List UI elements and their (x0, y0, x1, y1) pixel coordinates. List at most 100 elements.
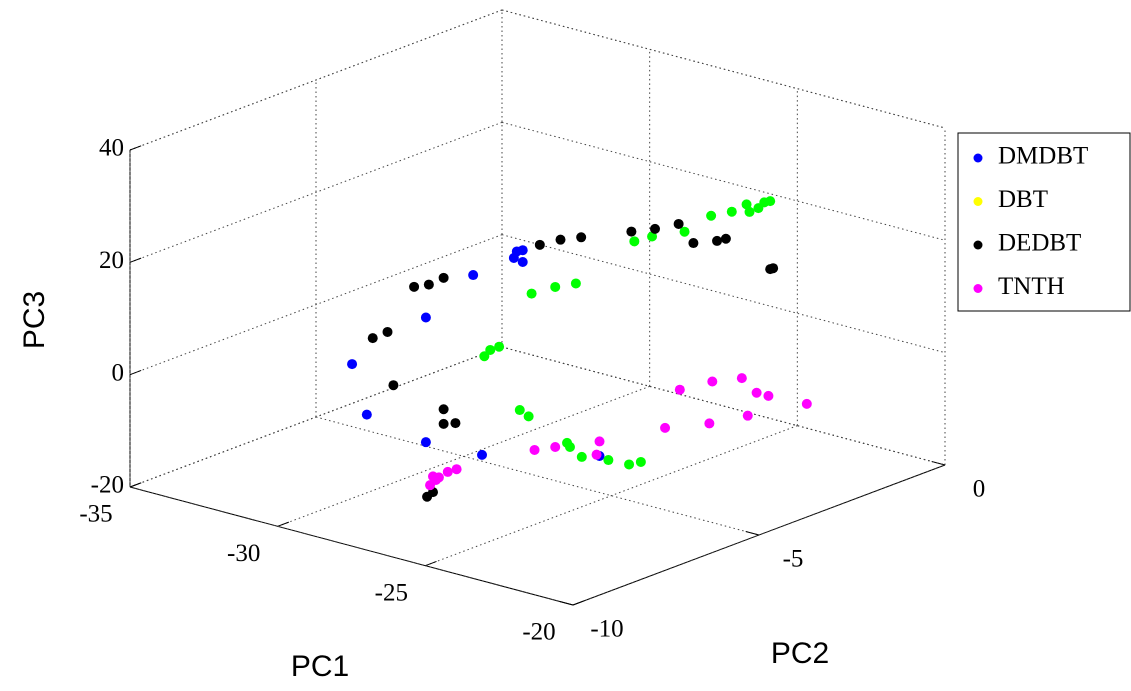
legend-marker (973, 153, 983, 163)
point (741, 199, 752, 210)
x-tick-label: -35 (79, 501, 112, 528)
legend-label: DMDBT (998, 143, 1088, 170)
x-tick-label: -20 (522, 619, 555, 646)
grid-line (315, 416, 760, 536)
legend-label: DBT (998, 186, 1048, 213)
point (425, 480, 436, 491)
point (420, 312, 431, 323)
point (450, 418, 461, 429)
point (485, 344, 496, 355)
tick-mark (745, 530, 760, 536)
point (712, 235, 723, 246)
point (603, 455, 614, 466)
legend-marker (973, 240, 983, 250)
point (423, 279, 434, 290)
z-tick-label: 0 (112, 359, 125, 386)
point (688, 238, 699, 249)
point (650, 223, 661, 234)
point (361, 409, 372, 420)
tick-mark (129, 145, 142, 151)
z-tick-label: 40 (99, 135, 124, 162)
point (477, 449, 488, 460)
point (494, 341, 505, 352)
point (591, 449, 602, 460)
point (564, 442, 575, 453)
point (523, 411, 534, 422)
legend-label: TNTH (998, 273, 1065, 300)
point (674, 384, 685, 395)
point (768, 263, 779, 274)
z-tick-label: -20 (91, 472, 124, 499)
point (635, 456, 646, 467)
y-axis-title: PC2 (771, 637, 829, 670)
point (409, 281, 420, 292)
point (629, 236, 640, 247)
point (433, 472, 444, 483)
point (347, 359, 358, 370)
point (576, 232, 587, 243)
legend-marker (973, 284, 983, 293)
point (726, 206, 737, 217)
point (438, 418, 449, 429)
legend-label: DEDBT (998, 230, 1081, 257)
point (468, 270, 479, 281)
point (673, 218, 684, 229)
grid-line (129, 9, 503, 151)
point (438, 272, 449, 283)
point (706, 210, 717, 221)
z-axis-title: PC3 (18, 291, 51, 349)
point (704, 418, 715, 429)
point (594, 436, 605, 447)
z-tick-label: 20 (99, 247, 124, 274)
point (451, 464, 462, 475)
tick-mark (129, 369, 142, 376)
grid-line (129, 121, 503, 263)
x-tick-label: -25 (375, 579, 408, 606)
point (534, 239, 545, 250)
tick-mark (559, 600, 574, 606)
point (576, 451, 587, 462)
point (479, 351, 490, 362)
point (707, 376, 718, 387)
tick-mark (129, 482, 142, 488)
point (517, 245, 528, 256)
point (660, 422, 671, 433)
x-axis-title: PC1 (291, 650, 349, 683)
grid-line (129, 346, 503, 488)
grid-line (129, 234, 503, 376)
grid-line (277, 385, 650, 527)
point (751, 387, 762, 398)
point (679, 226, 690, 237)
point (765, 196, 776, 207)
point (742, 410, 753, 421)
point (526, 288, 537, 299)
y-tick-label: -5 (783, 546, 804, 573)
grid-line (501, 121, 946, 241)
grid-line (501, 234, 946, 354)
y-tick-label: -10 (590, 616, 623, 643)
grid-line (501, 9, 946, 129)
point (763, 390, 774, 401)
x-tick-label: -30 (227, 540, 260, 567)
point (442, 466, 453, 477)
point (744, 206, 755, 217)
axis-line (129, 486, 574, 606)
point (647, 231, 658, 242)
point (720, 233, 731, 244)
point (529, 444, 540, 455)
point (517, 257, 528, 268)
tick-mark (277, 521, 290, 527)
point (382, 326, 393, 337)
point (388, 380, 399, 391)
tick-mark (129, 257, 142, 263)
point (550, 442, 561, 453)
point (626, 226, 637, 237)
point (555, 234, 566, 245)
point (550, 281, 561, 292)
tick-mark (425, 560, 437, 567)
point (514, 405, 525, 416)
point (367, 333, 378, 344)
legend-marker (973, 197, 983, 206)
point (736, 373, 747, 384)
